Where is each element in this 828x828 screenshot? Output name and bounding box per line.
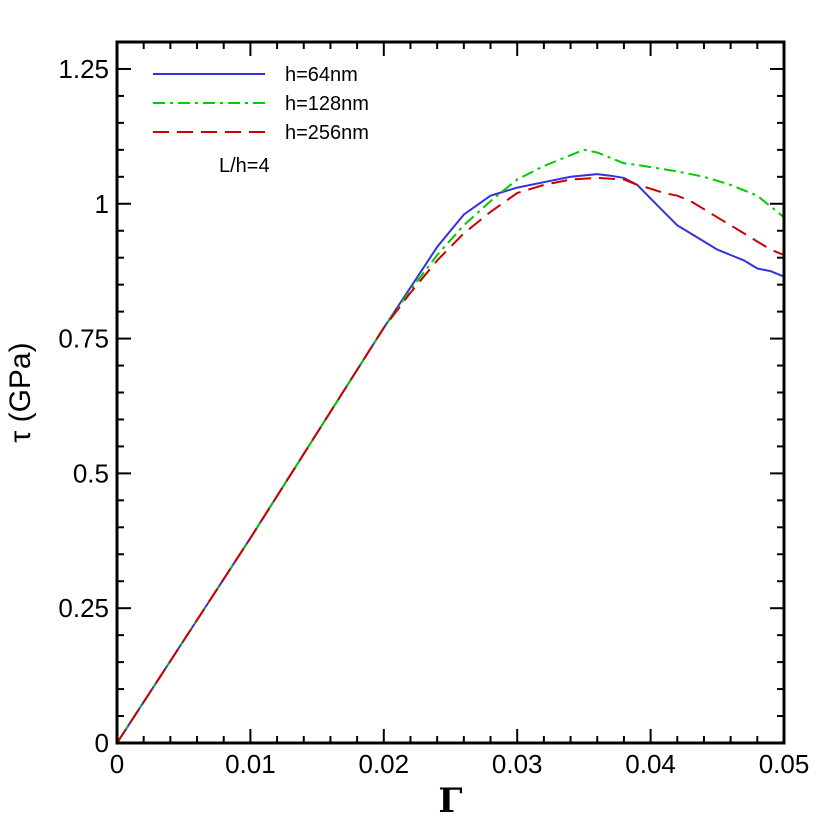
y-tick-label: 1 — [95, 189, 109, 219]
y-tick-label: 0.25 — [58, 593, 109, 623]
y-axis-label: τ (GPa) — [4, 342, 37, 442]
y-tick-label: 0.5 — [73, 458, 109, 488]
annotation-label: L/h=4 — [219, 155, 270, 177]
x-tick-label: 0.04 — [625, 749, 676, 779]
legend-label: h=256nm — [285, 122, 369, 144]
legend-label: h=64nm — [285, 64, 358, 86]
ticks-layer — [116, 41, 785, 744]
y-tick-label: 0.75 — [58, 324, 109, 354]
plot-frame — [115, 40, 786, 745]
x-tick-label: 0.02 — [358, 749, 409, 779]
series-line-h-128nm — [116, 148, 785, 744]
tick-labels: 0 0.01 0.02 0.03 0.04 0.05 0 0.25 0.5 0.75 1 1.25 — [58, 54, 809, 779]
series-line-h-64nm — [116, 173, 785, 744]
x-axis-label: Γ — [438, 781, 462, 821]
y-tick-label: 0 — [95, 728, 109, 758]
series-line-h-256nm — [116, 176, 785, 744]
y-tick-label: 1.25 — [58, 54, 109, 84]
series-layer — [116, 148, 785, 744]
x-tick-label: 0 — [110, 749, 124, 779]
x-tick-label: 0.01 — [225, 749, 276, 779]
legend: h=64nm h=128nm h=256nm — [153, 64, 369, 144]
x-tick-label: 0.03 — [492, 749, 543, 779]
legend-label: h=128nm — [285, 93, 369, 115]
x-tick-label: 0.05 — [759, 749, 810, 779]
